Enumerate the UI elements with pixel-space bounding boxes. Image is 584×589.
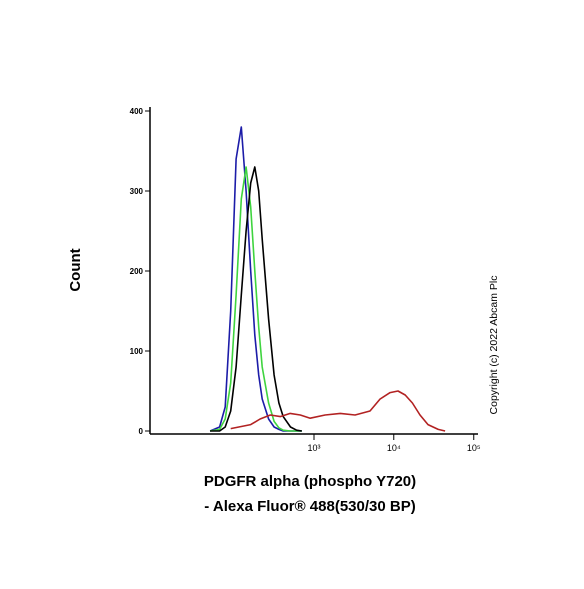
y-tick-label: 200 bbox=[130, 267, 144, 276]
x-axis-label: - Alexa Fluor® 488(530/30 BP) bbox=[204, 498, 415, 515]
x-tick-label: 10³ bbox=[307, 443, 320, 453]
histogram-line bbox=[209, 166, 302, 432]
histogram-line bbox=[230, 390, 446, 432]
x-axis-label: PDGFR alpha (phospho Y720) bbox=[204, 473, 416, 490]
y-tick-label: 100 bbox=[130, 347, 144, 356]
y-tick-label: 300 bbox=[130, 187, 144, 196]
x-tick-label: 10⁵ bbox=[467, 443, 481, 453]
y-tick-label: 0 bbox=[139, 427, 144, 436]
histogram-line bbox=[210, 166, 302, 432]
copyright: Copyright (c) 2022 Abcam Plc bbox=[488, 276, 500, 415]
y-axis-label: Count bbox=[67, 248, 84, 291]
y-tick-label: 400 bbox=[130, 107, 144, 116]
x-tick-label: 10⁴ bbox=[387, 443, 401, 453]
